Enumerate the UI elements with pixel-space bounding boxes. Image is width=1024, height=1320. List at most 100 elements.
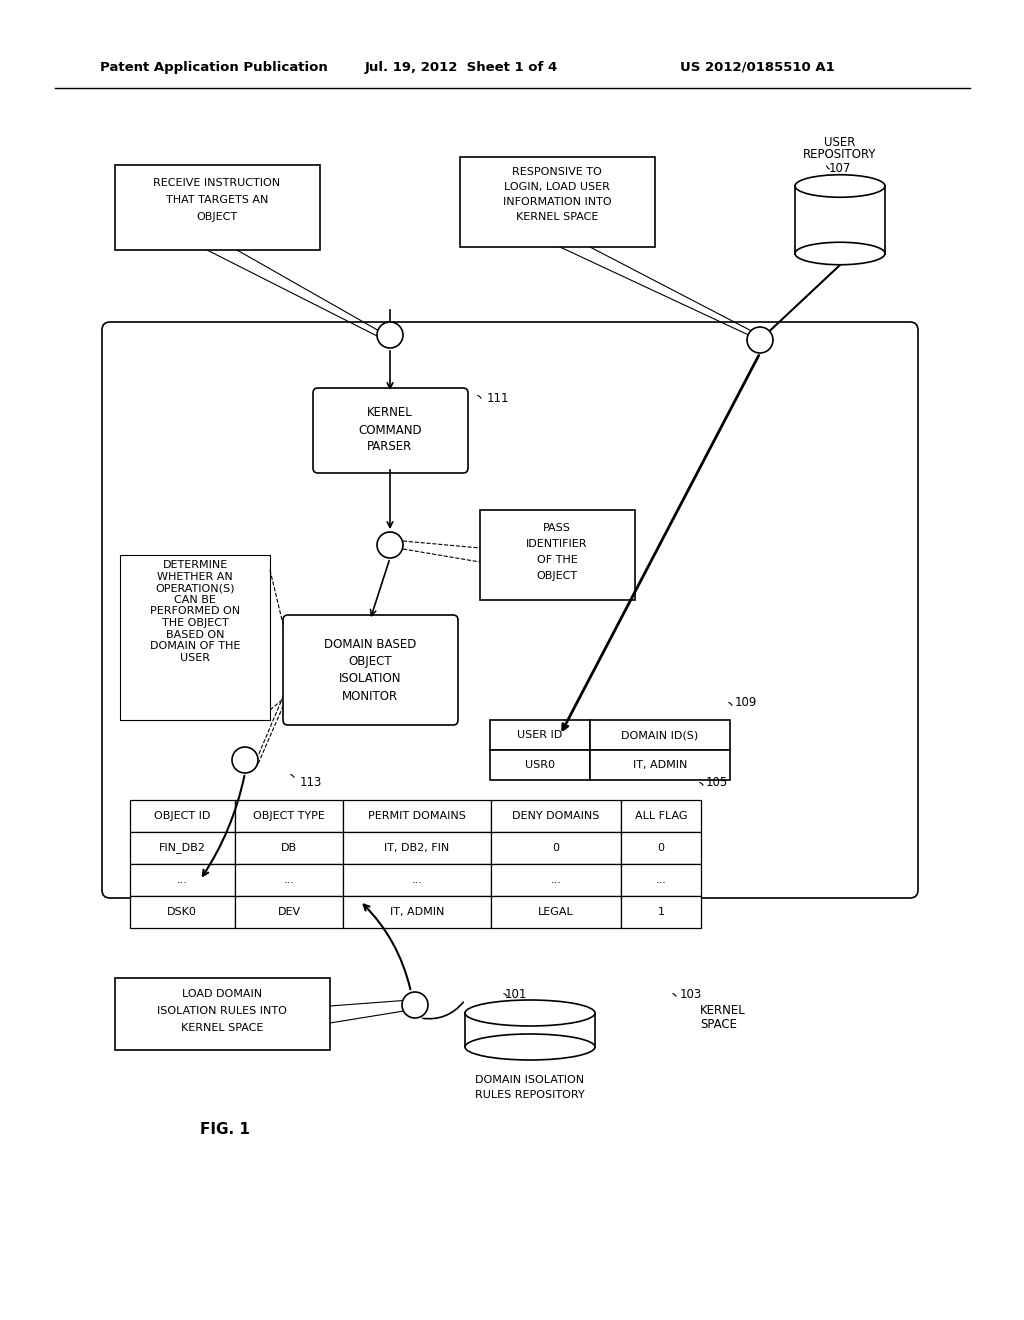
Text: LOGIN, LOAD USER: LOGIN, LOAD USER [504,182,610,191]
Text: RESPONSIVE TO: RESPONSIVE TO [512,168,602,177]
Text: Jul. 19, 2012  Sheet 1 of 4: Jul. 19, 2012 Sheet 1 of 4 [365,61,558,74]
Bar [343,800,490,832]
Bar [234,896,343,928]
Bar [234,832,343,865]
Text: COMMAND: COMMAND [358,424,422,437]
Text: IT, ADMIN: IT, ADMIN [390,907,444,917]
Bar [590,750,730,780]
Text: ISOLATION: ISOLATION [339,672,401,685]
Text: DB: DB [281,843,297,853]
Text: KERNEL: KERNEL [700,1003,745,1016]
Text: Patent Application Publication: Patent Application Publication [100,61,328,74]
Text: ...: ... [284,875,295,884]
Text: KERNEL SPACE: KERNEL SPACE [516,213,598,222]
Text: 0: 0 [657,843,665,853]
Bar [490,896,621,928]
Ellipse shape [465,1034,595,1060]
Text: IT, ADMIN: IT, ADMIN [633,760,687,770]
Text: C: C [386,329,394,342]
FancyBboxPatch shape [102,322,918,898]
Text: USER: USER [824,136,856,149]
Text: SPACE: SPACE [700,1019,737,1031]
Bar [130,800,234,832]
Text: E: E [242,754,249,767]
Bar [343,865,490,896]
Text: LEGAL: LEGAL [539,907,573,917]
Text: OF THE: OF THE [537,554,578,565]
Text: LOAD DOMAIN: LOAD DOMAIN [182,989,262,999]
FancyBboxPatch shape [283,615,458,725]
Bar [490,750,590,780]
Circle shape [402,993,428,1018]
Text: INFORMATION INTO: INFORMATION INTO [503,197,611,207]
Text: A: A [411,998,419,1011]
Text: 107: 107 [828,161,851,174]
Bar [621,896,701,928]
Bar [460,157,655,247]
Text: OBJECT TYPE: OBJECT TYPE [253,810,325,821]
Text: 105: 105 [706,776,728,788]
Circle shape [377,532,403,558]
Bar [130,865,234,896]
Text: REPOSITORY: REPOSITORY [803,149,877,161]
Text: RULES REPOSITORY: RULES REPOSITORY [475,1090,585,1100]
Text: IT, DB2, FIN: IT, DB2, FIN [384,843,450,853]
Text: ...: ... [176,875,187,884]
Circle shape [232,747,258,774]
Text: DETERMINE
WHETHER AN
OPERATION(S)
CAN BE
PERFORMED ON
THE OBJECT
BASED ON
DOMAIN: DETERMINE WHETHER AN OPERATION(S) CAN BE… [150,560,241,663]
Bar [130,832,234,865]
Bar [115,978,330,1049]
Text: ...: ... [655,875,667,884]
Circle shape [377,322,403,348]
Text: OBJECT: OBJECT [197,213,238,222]
Text: THAT TARGETS AN: THAT TARGETS AN [166,195,268,205]
Text: RECEIVE INSTRUCTION: RECEIVE INSTRUCTION [154,178,281,187]
Text: USER ID: USER ID [517,730,562,741]
Bar [130,896,234,928]
Text: 1: 1 [657,907,665,917]
Ellipse shape [465,1001,595,1026]
Text: DSK0: DSK0 [167,907,197,917]
Text: USR0: USR0 [525,760,555,770]
Text: ...: ... [551,875,561,884]
Text: PARSER: PARSER [368,441,413,454]
Bar [465,1012,595,1047]
Text: OBJECT: OBJECT [348,656,392,668]
Text: 109: 109 [735,696,758,709]
Bar [795,186,885,253]
Text: FIN_DB2: FIN_DB2 [159,842,206,854]
Bar [234,865,343,896]
Bar [234,800,343,832]
Text: 113: 113 [300,776,323,788]
Text: PASS: PASS [543,523,571,533]
Bar [590,719,730,750]
Text: 0: 0 [553,843,559,853]
Text: 101: 101 [505,989,527,1002]
Bar [621,832,701,865]
Text: DOMAIN ISOLATION: DOMAIN ISOLATION [475,1074,585,1085]
Ellipse shape [795,243,885,265]
Text: PERMIT DOMAINS: PERMIT DOMAINS [368,810,466,821]
Text: D: D [385,539,394,552]
Text: DOMAIN BASED: DOMAIN BASED [324,639,416,652]
Text: IDENTIFIER: IDENTIFIER [526,539,588,549]
Text: KERNEL: KERNEL [368,407,413,420]
Bar [621,865,701,896]
Text: ISOLATION RULES INTO: ISOLATION RULES INTO [157,1006,287,1016]
Text: DEV: DEV [278,907,301,917]
Text: FIG. 1: FIG. 1 [200,1122,250,1138]
Text: 111: 111 [487,392,510,404]
Text: DOMAIN ID(S): DOMAIN ID(S) [622,730,698,741]
Text: DENY DOMAINS: DENY DOMAINS [512,810,600,821]
FancyBboxPatch shape [313,388,468,473]
Text: KERNEL SPACE: KERNEL SPACE [181,1023,263,1034]
Text: US 2012/0185510 A1: US 2012/0185510 A1 [680,61,835,74]
Bar [490,800,621,832]
Text: OBJECT: OBJECT [537,572,578,581]
Bar [490,719,590,750]
Text: MONITOR: MONITOR [342,689,398,702]
Bar [480,510,635,601]
Bar [621,800,701,832]
Bar [490,865,621,896]
Text: OBJECT ID: OBJECT ID [154,810,210,821]
